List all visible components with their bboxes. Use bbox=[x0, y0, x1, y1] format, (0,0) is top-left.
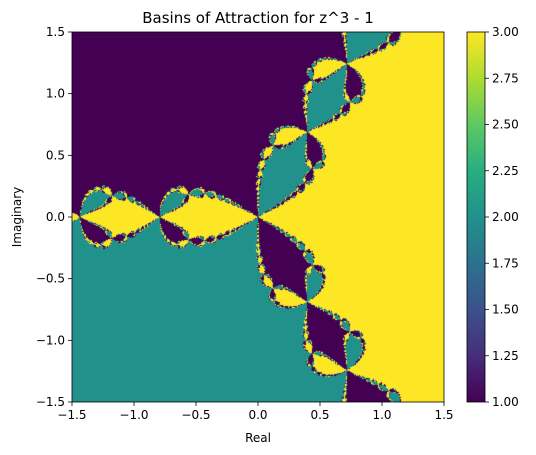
colorbar-tick-label: 3.00 bbox=[492, 25, 519, 39]
y-tick-label: 1.0 bbox=[46, 87, 65, 101]
y-tick-label: −1.0 bbox=[36, 333, 65, 347]
x-axis-label: Real bbox=[245, 431, 271, 445]
colorbar-tick-label: 2.00 bbox=[492, 210, 519, 224]
chart-title: Basins of Attraction for z^3 - 1 bbox=[142, 9, 374, 27]
colorbar-tick-label: 1.50 bbox=[492, 303, 519, 317]
x-tick-label: −1.5 bbox=[57, 408, 86, 422]
x-tick-label: 0.0 bbox=[248, 408, 267, 422]
x-tick-label: 1.0 bbox=[372, 408, 391, 422]
y-tick-label: 1.5 bbox=[46, 25, 65, 39]
colorbar-tick-label: 1.75 bbox=[492, 256, 519, 270]
x-axis: −1.5 −1.0 −0.5 0.0 0.5 1.0 1.5 bbox=[57, 402, 454, 422]
colorbar-tick-label: 2.50 bbox=[492, 118, 519, 132]
y-axis: −1.5 −1.0 −0.5 0.0 0.5 1.0 1.5 bbox=[36, 25, 72, 409]
y-tick-label: 0.0 bbox=[46, 210, 65, 224]
colorbar-tick-label: 1.25 bbox=[492, 349, 519, 363]
y-tick-label: −0.5 bbox=[36, 272, 65, 286]
x-tick-label: −1.0 bbox=[119, 408, 148, 422]
y-axis-label: Imaginary bbox=[10, 187, 24, 248]
colorbar: 1.00 1.25 1.50 1.75 2.00 2.25 2.50 2.75 3.00 bbox=[466, 25, 519, 409]
x-tick-label: 0.5 bbox=[310, 408, 329, 422]
x-tick-label: 1.5 bbox=[434, 408, 453, 422]
colorbar-tick-label: 1.00 bbox=[492, 395, 519, 409]
x-tick-label: −0.5 bbox=[181, 408, 210, 422]
colorbar-tick-label: 2.25 bbox=[492, 164, 519, 178]
colorbar-tick-label: 2.75 bbox=[492, 71, 519, 85]
colorbar-ticks: 1.00 1.25 1.50 1.75 2.00 2.25 2.50 2.75 3.00 bbox=[485, 25, 519, 409]
colorbar-gradient bbox=[466, 31, 486, 403]
y-tick-label: 0.5 bbox=[46, 148, 65, 162]
y-tick-label: −1.5 bbox=[36, 395, 65, 409]
basin-heatmap bbox=[72, 32, 444, 402]
plot-area bbox=[71, 31, 445, 403]
